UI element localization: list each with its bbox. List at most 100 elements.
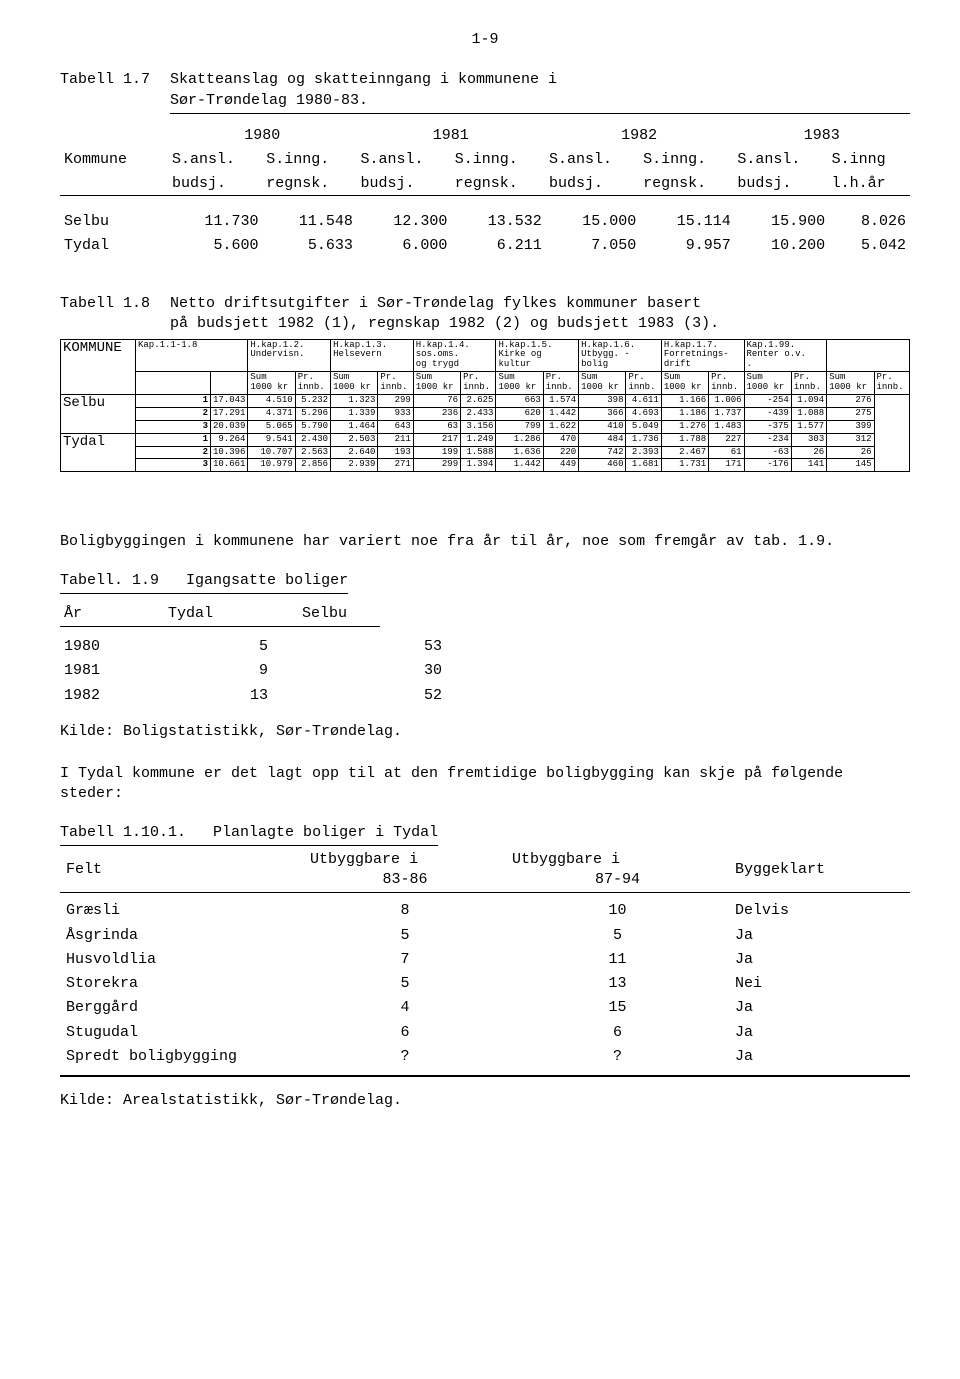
cell: 5.042 <box>829 234 910 258</box>
cell: 1.622 <box>543 420 578 433</box>
table-row: Tydal5.6005.6336.0006.2117.0509.95710.20… <box>60 234 910 258</box>
col-header: S.inng. <box>262 148 356 172</box>
cell: 13 <box>506 972 729 996</box>
table-row: 210.39610.7072.5632.6401931991.5881.6362… <box>61 446 910 459</box>
kommune-header: KOMMUNE <box>61 339 136 394</box>
cell: 1.574 <box>543 394 578 407</box>
col-header: Felt <box>60 848 304 893</box>
col-subheader: Sum1000 kr <box>827 372 874 395</box>
col-header: Selbu <box>298 602 432 626</box>
cell: 1.088 <box>791 407 826 420</box>
col-header: H.kap.1.4.sos.oms.og trygd <box>413 339 496 372</box>
table-row: Selbu117.0434.5105.2321.323299762.625663… <box>61 394 910 407</box>
cell: 2.503 <box>331 433 378 446</box>
table-row: 19821352 <box>60 684 502 708</box>
table-1-10-1-title: Planlagte boliger i Tydal <box>213 824 438 841</box>
cell: 5.790 <box>295 420 330 433</box>
table-row: 1981930 <box>60 659 502 683</box>
cell: 5.633 <box>262 234 356 258</box>
cell: 8 <box>304 899 506 923</box>
cell: 145 <box>827 459 874 472</box>
row-label: Selbu <box>61 394 136 433</box>
cell: 5.065 <box>248 420 295 433</box>
cell: 299 <box>413 459 460 472</box>
col-header: H.kap.1.6.Utbygg. -bolig <box>579 339 662 372</box>
year-1981: 1981 <box>356 124 544 148</box>
col-header: S.inng. <box>451 148 545 172</box>
cell: 2.393 <box>626 446 661 459</box>
year-1982: 1982 <box>545 124 733 148</box>
cell: 11.548 <box>262 210 356 234</box>
col-subheader: Sum1000 kr <box>744 372 791 395</box>
cell: 2.430 <box>295 433 330 446</box>
cell: 63 <box>413 420 460 433</box>
row-number: 2 <box>136 446 211 459</box>
table-row: Husvoldlia711Ja <box>60 948 910 972</box>
cell: 13 <box>164 684 338 708</box>
cell: 1.394 <box>461 459 496 472</box>
cell: 4.371 <box>248 407 295 420</box>
cell: -176 <box>744 459 791 472</box>
cell: 1981 <box>60 659 164 683</box>
year-1980: 1980 <box>168 124 356 148</box>
col-subheader: Pr.innb. <box>461 372 496 395</box>
col-subheader: budsj. <box>545 172 639 196</box>
col-subheader: budsj. <box>356 172 450 196</box>
col-subheader: regnsk. <box>451 172 545 196</box>
kommune-header: Kommune <box>60 148 168 172</box>
cell: 460 <box>579 459 626 472</box>
cell: 271 <box>378 459 413 472</box>
table-row: Tydal19.2649.5412.4302.5032112171.2491.2… <box>61 433 910 446</box>
cell: 1.464 <box>331 420 378 433</box>
cell: Berggård <box>60 996 304 1020</box>
table-1-7: Tabell 1.7 Skatteanslag og skatteinngang… <box>60 70 910 272</box>
cell: Ja <box>729 1045 910 1069</box>
cell: Åsgrinda <box>60 924 304 948</box>
table-1-8-title: Netto driftsutgifter i Sør-Trøndelag fyl… <box>170 294 910 335</box>
cell: 276 <box>827 394 874 407</box>
table-1-7-label: Tabell 1.7 <box>60 70 170 90</box>
row-label: Tydal <box>60 234 168 258</box>
row-label: Tydal <box>61 433 136 472</box>
cell: Stugudal <box>60 1021 304 1045</box>
cell: 2.467 <box>661 446 708 459</box>
col-subheader: Pr.innb. <box>378 372 413 395</box>
cell: 366 <box>579 407 626 420</box>
cell: 643 <box>378 420 413 433</box>
cell: 10.200 <box>735 234 829 258</box>
cell: 7.050 <box>546 234 640 258</box>
table-row: 1980553 <box>60 635 502 659</box>
table-row: Selbu11.73011.54812.30013.53215.00015.11… <box>60 210 910 234</box>
cell: 9.264 <box>211 433 248 446</box>
col-subheader: Sum1000 kr <box>331 372 378 395</box>
col-header: S.ansl. <box>545 148 639 172</box>
cell: -375 <box>744 420 791 433</box>
cell: 399 <box>827 420 874 433</box>
cell: 4.510 <box>248 394 295 407</box>
cell: 15.000 <box>546 210 640 234</box>
cell: 4.693 <box>626 407 661 420</box>
page-number: 1-9 <box>60 30 910 50</box>
cell: 193 <box>378 446 413 459</box>
cell: 1.483 <box>709 420 744 433</box>
cell: 217 <box>413 433 460 446</box>
table-row: Græsli810Delvis <box>60 899 910 923</box>
cell: 2.625 <box>461 394 496 407</box>
cell: 7 <box>304 948 506 972</box>
table-row: Åsgrinda55Ja <box>60 924 910 948</box>
table-row: Storekra513Nei <box>60 972 910 996</box>
col-header: Utbyggbare i87-94 <box>506 848 729 893</box>
col-header: S.ansl. <box>356 148 450 172</box>
cell: 275 <box>827 407 874 420</box>
cell: 5 <box>304 972 506 996</box>
cell: 484 <box>579 433 626 446</box>
cell: ? <box>304 1045 506 1069</box>
cell: 4 <box>304 996 506 1020</box>
paragraph-tydal: I Tydal kommune er det lagt opp til at d… <box>60 764 910 805</box>
cell: 312 <box>827 433 874 446</box>
cell: 6.000 <box>357 234 451 258</box>
cell: 5 <box>164 635 338 659</box>
cell: 1.636 <box>496 446 543 459</box>
col-subheader: Sum1000 kr <box>248 372 295 395</box>
cell: 2.939 <box>331 459 378 472</box>
